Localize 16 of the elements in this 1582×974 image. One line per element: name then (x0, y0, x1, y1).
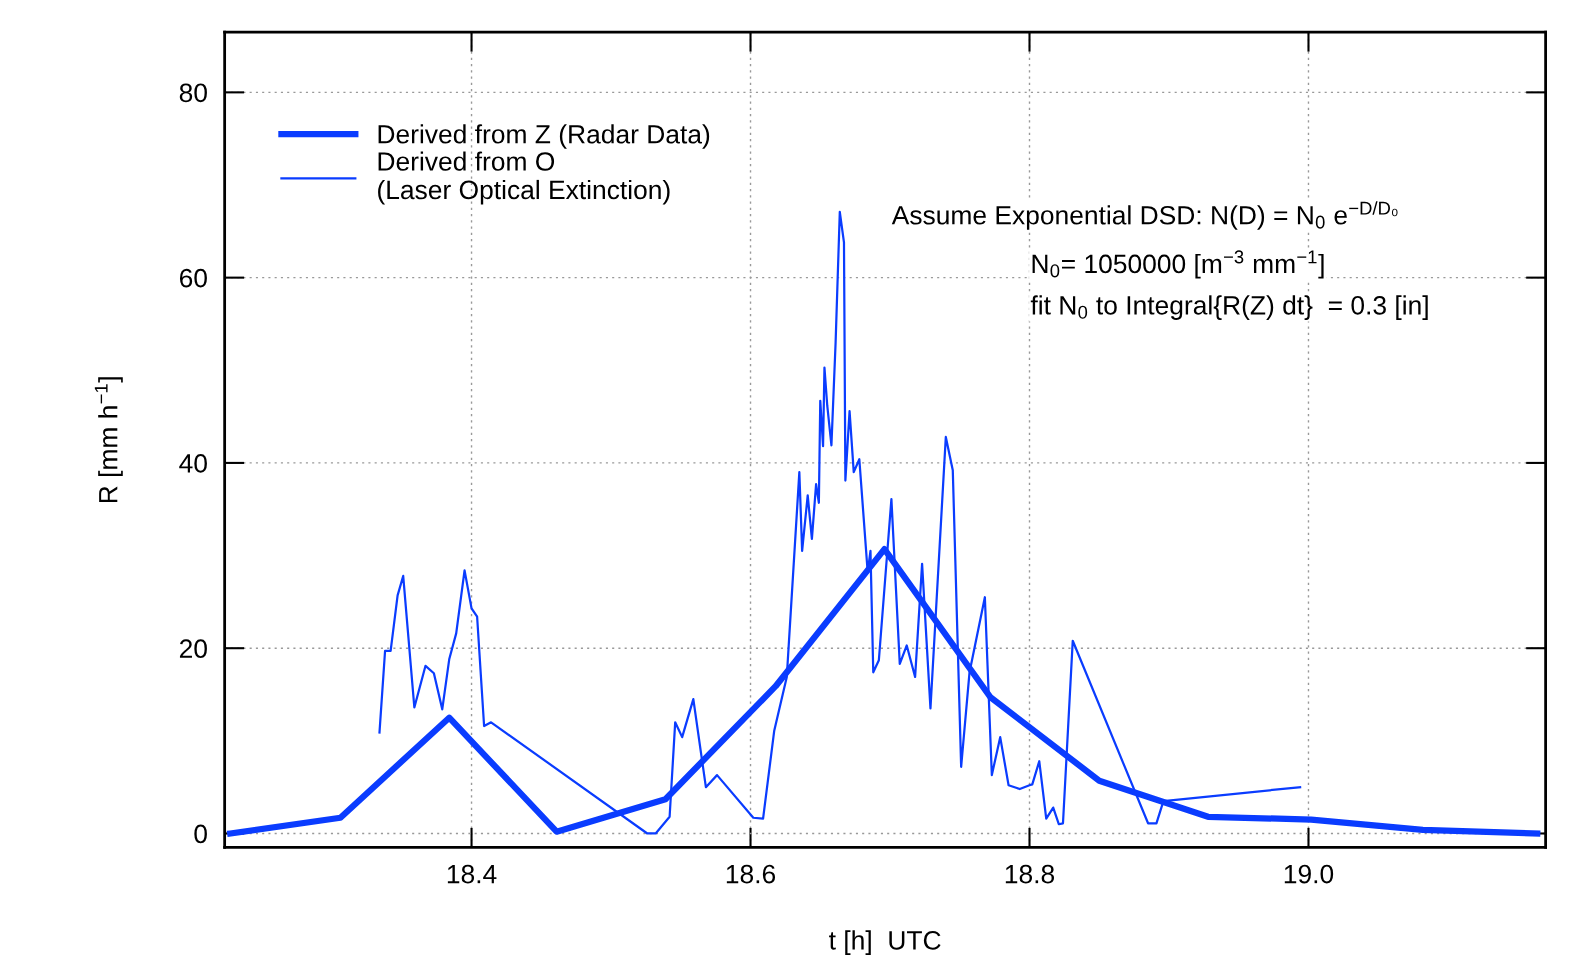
x-tick-label: 19.0 (1284, 864, 1334, 884)
y-tick-label: 60 (179, 268, 207, 288)
x-axis-title: t [h] UTC (829, 930, 941, 955)
x-tick-label: 18.8 (1005, 864, 1055, 884)
annotation: N$_{0}$= 1050000 [m$^{−3}$ mm$^{−1}$] (1032, 250, 1324, 279)
y-tick-label: 20 (179, 639, 207, 659)
legend-label: Derived from O (Laser Optical Extinction) (378, 151, 670, 205)
x-tick-label: 18.4 (447, 864, 497, 884)
x-tick-label: 18.6 (726, 864, 776, 884)
legend-label: Derived from Z (Radar Data) (378, 124, 710, 149)
annotation: fit N$_{0}$ to Integral{R(Z) dt} = 0.3 [in] (1030, 295, 1428, 320)
y-axis-title: R [mm h$^{−1}$] (94, 377, 123, 503)
y-tick-label: 0 (194, 824, 207, 844)
y-tick-label: 40 (179, 454, 207, 473)
y-tick-label: 80 (179, 83, 207, 103)
annotation: Assume Exponential DSD: N(D) = N$_{0}$ e$^{−D/D₀}$ (891, 201, 1398, 230)
